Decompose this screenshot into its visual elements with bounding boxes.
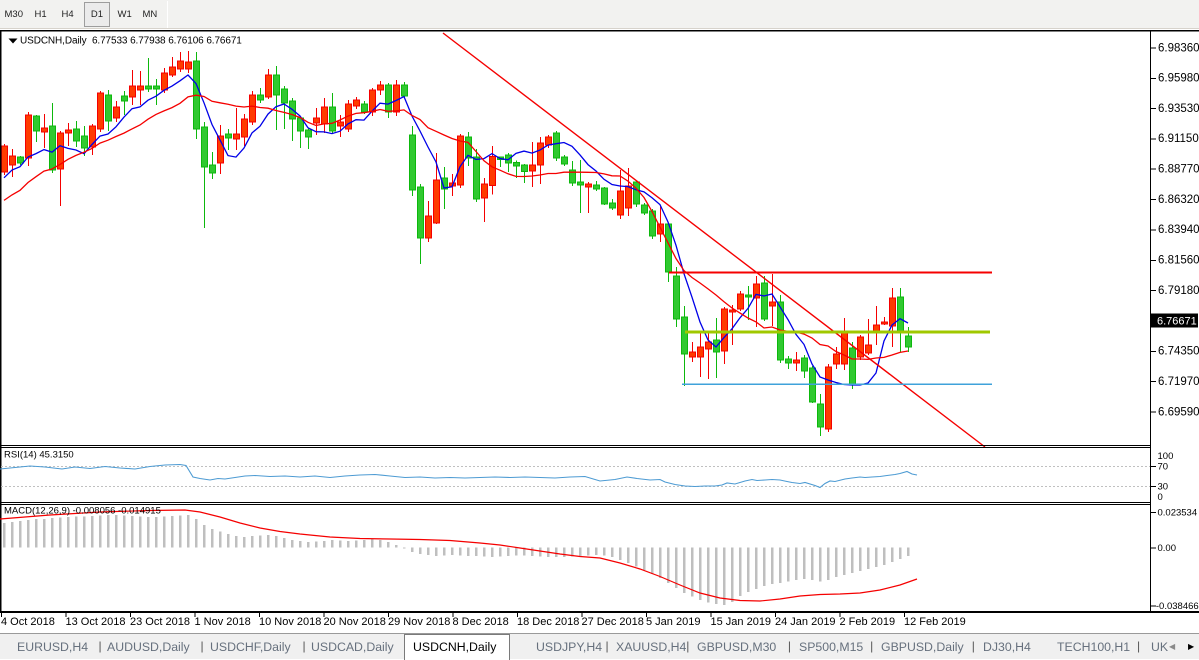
svg-text:15 Jan 2019: 15 Jan 2019 [711,616,772,628]
svg-text:100: 100 [1158,451,1174,462]
svg-text:70: 70 [1158,461,1169,472]
svg-text:6.93530: 6.93530 [1158,103,1199,115]
svg-text:6.71970: 6.71970 [1158,376,1199,388]
svg-text:6.88770: 6.88770 [1158,164,1199,176]
svg-text:10 Nov 2018: 10 Nov 2018 [259,616,321,628]
svg-text:6.83940: 6.83940 [1158,224,1199,236]
svg-text:-0.038466: -0.038466 [1156,601,1199,612]
svg-text:6.95980: 6.95980 [1158,73,1199,85]
svg-text:0: 0 [1158,492,1163,503]
svg-text:5 Jan 2019: 5 Jan 2019 [646,616,700,628]
svg-text:USDCNH,Daily 6.77533 6.77938: USDCNH,Daily 6.77533 6.77938 6.76106 6.7… [20,36,242,47]
svg-text:12 Feb 2019: 12 Feb 2019 [904,616,966,628]
svg-text:30: 30 [1158,481,1169,492]
svg-text:23 Oct 2018: 23 Oct 2018 [130,616,190,628]
svg-text:RSI(14) 45.3150: RSI(14) 45.3150 [4,450,74,461]
svg-text:6.74350: 6.74350 [1158,346,1199,358]
svg-text:24 Jan 2019: 24 Jan 2019 [775,616,836,628]
svg-text:13 Oct 2018: 13 Oct 2018 [66,616,126,628]
svg-text:8 Dec 2018: 8 Dec 2018 [453,616,509,628]
svg-text:2 Feb 2019: 2 Feb 2019 [840,616,896,628]
svg-text:20 Nov 2018: 20 Nov 2018 [324,616,386,628]
svg-text:6.81560: 6.81560 [1158,255,1199,267]
svg-text:6.98360: 6.98360 [1158,42,1199,54]
svg-text:29 Nov 2018: 29 Nov 2018 [388,616,450,628]
svg-text:MACD(12,26,9) -0.008056 -0.014: MACD(12,26,9) -0.008056 -0.014915 [4,506,161,517]
svg-text:0.023534: 0.023534 [1158,507,1198,518]
svg-text:6.69590: 6.69590 [1158,406,1199,418]
svg-text:18 Dec 2018: 18 Dec 2018 [517,616,579,628]
svg-text:6.86320: 6.86320 [1158,194,1199,206]
svg-text:4 Oct 2018: 4 Oct 2018 [1,616,55,628]
svg-text:27 Dec 2018: 27 Dec 2018 [582,616,644,628]
svg-text:6.79180: 6.79180 [1158,285,1199,297]
svg-text:6.91150: 6.91150 [1158,133,1199,145]
svg-text:0.00: 0.00 [1158,543,1177,554]
svg-text:1 Nov 2018: 1 Nov 2018 [195,616,251,628]
svg-text:6.76671: 6.76671 [1157,316,1197,328]
